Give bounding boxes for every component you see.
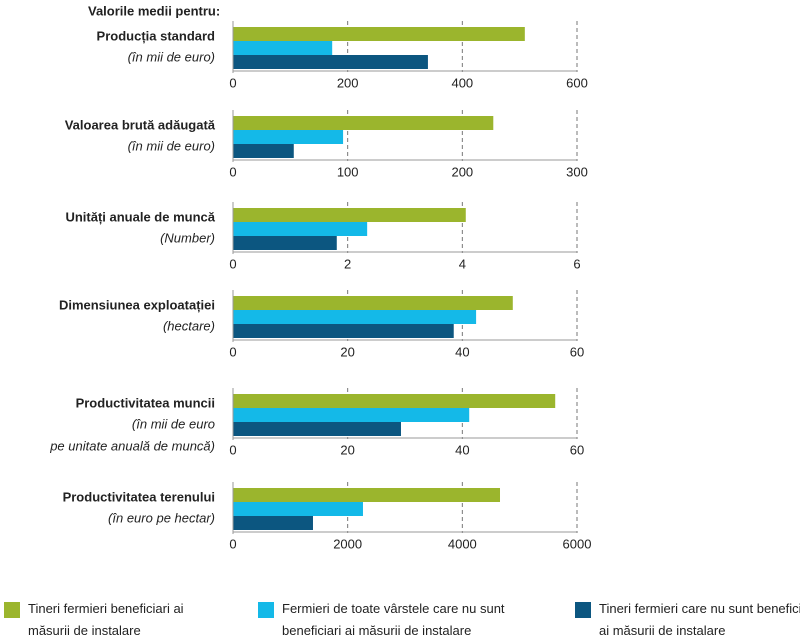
x-tick-label: 60 <box>570 442 584 457</box>
x-tick-label: 2 <box>344 256 351 271</box>
bar <box>233 222 368 236</box>
panel-subtitle: (Number) <box>160 230 215 245</box>
legend-swatch <box>258 602 274 618</box>
legend-item: Tineri fermieri care nu sunt beneficiari… <box>575 598 800 642</box>
bar <box>233 394 556 408</box>
x-tick-label: 0 <box>229 536 236 551</box>
x-tick-label: 2000 <box>333 536 362 551</box>
x-tick-label: 4000 <box>448 536 477 551</box>
legend-swatch <box>4 602 20 618</box>
x-tick-label: 6 <box>573 256 580 271</box>
x-tick-label: 600 <box>566 75 588 90</box>
bar <box>233 55 428 69</box>
panel-subtitle: (în mii de euro) <box>128 49 215 64</box>
x-tick-label: 4 <box>459 256 466 271</box>
x-tick-label: 0 <box>229 442 236 457</box>
bar <box>233 324 454 338</box>
legend-swatch <box>575 602 591 618</box>
x-tick-label: 0 <box>229 164 236 179</box>
panel-title: Dimensiunea exploatației <box>59 297 215 312</box>
bar <box>233 27 525 41</box>
legend-item: Tineri fermieri beneficiari ai măsurii d… <box>4 598 228 642</box>
bar <box>233 144 294 158</box>
bar <box>233 130 344 144</box>
bar <box>233 208 466 222</box>
bar <box>233 488 501 502</box>
panel-title: Producția standard <box>97 28 216 43</box>
panel-subtitle: (în mii de euro <box>132 416 215 431</box>
x-tick-label: 40 <box>455 344 469 359</box>
bar <box>233 116 494 130</box>
panel-title: Productivitatea terenului <box>63 489 215 504</box>
bar <box>233 41 333 55</box>
panel-subtitle: (în mii de euro) <box>128 138 215 153</box>
bar <box>233 502 363 516</box>
panel-subtitle: (în euro pe hectar) <box>108 510 215 525</box>
panel-subtitle: pe unitate anuală de muncă) <box>49 438 215 453</box>
bar <box>233 408 470 422</box>
x-tick-label: 40 <box>455 442 469 457</box>
x-tick-label: 6000 <box>563 536 592 551</box>
x-tick-label: 0 <box>229 256 236 271</box>
x-tick-label: 60 <box>570 344 584 359</box>
bar <box>233 422 401 436</box>
legend-item: Fermieri de toate vârstele care nu sunt … <box>258 598 562 642</box>
bar <box>233 516 313 530</box>
x-tick-label: 400 <box>451 75 473 90</box>
x-tick-label: 200 <box>337 75 359 90</box>
x-tick-label: 20 <box>340 344 354 359</box>
x-tick-label: 100 <box>337 164 359 179</box>
bar <box>233 296 513 310</box>
x-tick-label: 0 <box>229 344 236 359</box>
x-tick-label: 0 <box>229 75 236 90</box>
x-tick-label: 20 <box>340 442 354 457</box>
x-tick-label: 300 <box>566 164 588 179</box>
header: Valorile medii pentru: <box>88 3 220 18</box>
x-tick-label: 200 <box>451 164 473 179</box>
panel-title: Valoarea brută adăugată <box>65 117 216 132</box>
bar <box>233 310 477 324</box>
legend-label: Fermieri de toate vârstele care nu sunt … <box>282 601 505 638</box>
chart: Valorile medii pentru: 0 200 400 600Producț… <box>49 3 592 551</box>
bar <box>233 236 337 250</box>
panel-title: Productivitatea muncii <box>76 395 215 410</box>
legend-label: Tineri fermieri care nu sunt beneficiari… <box>599 601 800 638</box>
panel-title: Unități anuale de muncă <box>65 209 215 224</box>
panel-subtitle: (hectare) <box>163 318 215 333</box>
legend-label: Tineri fermieri beneficiari ai măsurii d… <box>28 601 184 638</box>
